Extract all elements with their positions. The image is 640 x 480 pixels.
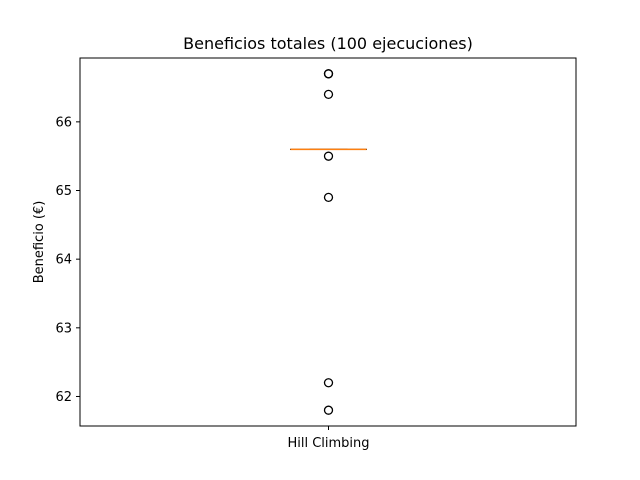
y-tick-label: 64 — [55, 253, 72, 268]
outlier-point — [323, 69, 334, 79]
x-tick-label: Hill Climbing — [287, 436, 369, 451]
outlier-point — [323, 378, 334, 388]
y-axis-label: Beneficio (€) — [32, 201, 47, 284]
chart-title: Beneficios totales (100 ejecuciones) — [183, 34, 473, 53]
y-tick-label: 62 — [55, 390, 72, 405]
outlier-point — [323, 89, 334, 100]
y-tick-label: 63 — [55, 321, 72, 336]
outlier-point — [323, 192, 334, 203]
plot-frame — [79, 57, 577, 427]
outlier-point — [323, 151, 334, 161]
y-tick-label: 65 — [55, 184, 72, 199]
outlier-point — [323, 405, 334, 415]
plot-area: 62 63 64 65 66 Hill Climbing — [55, 69, 370, 451]
y-tick-label: 66 — [55, 115, 72, 130]
